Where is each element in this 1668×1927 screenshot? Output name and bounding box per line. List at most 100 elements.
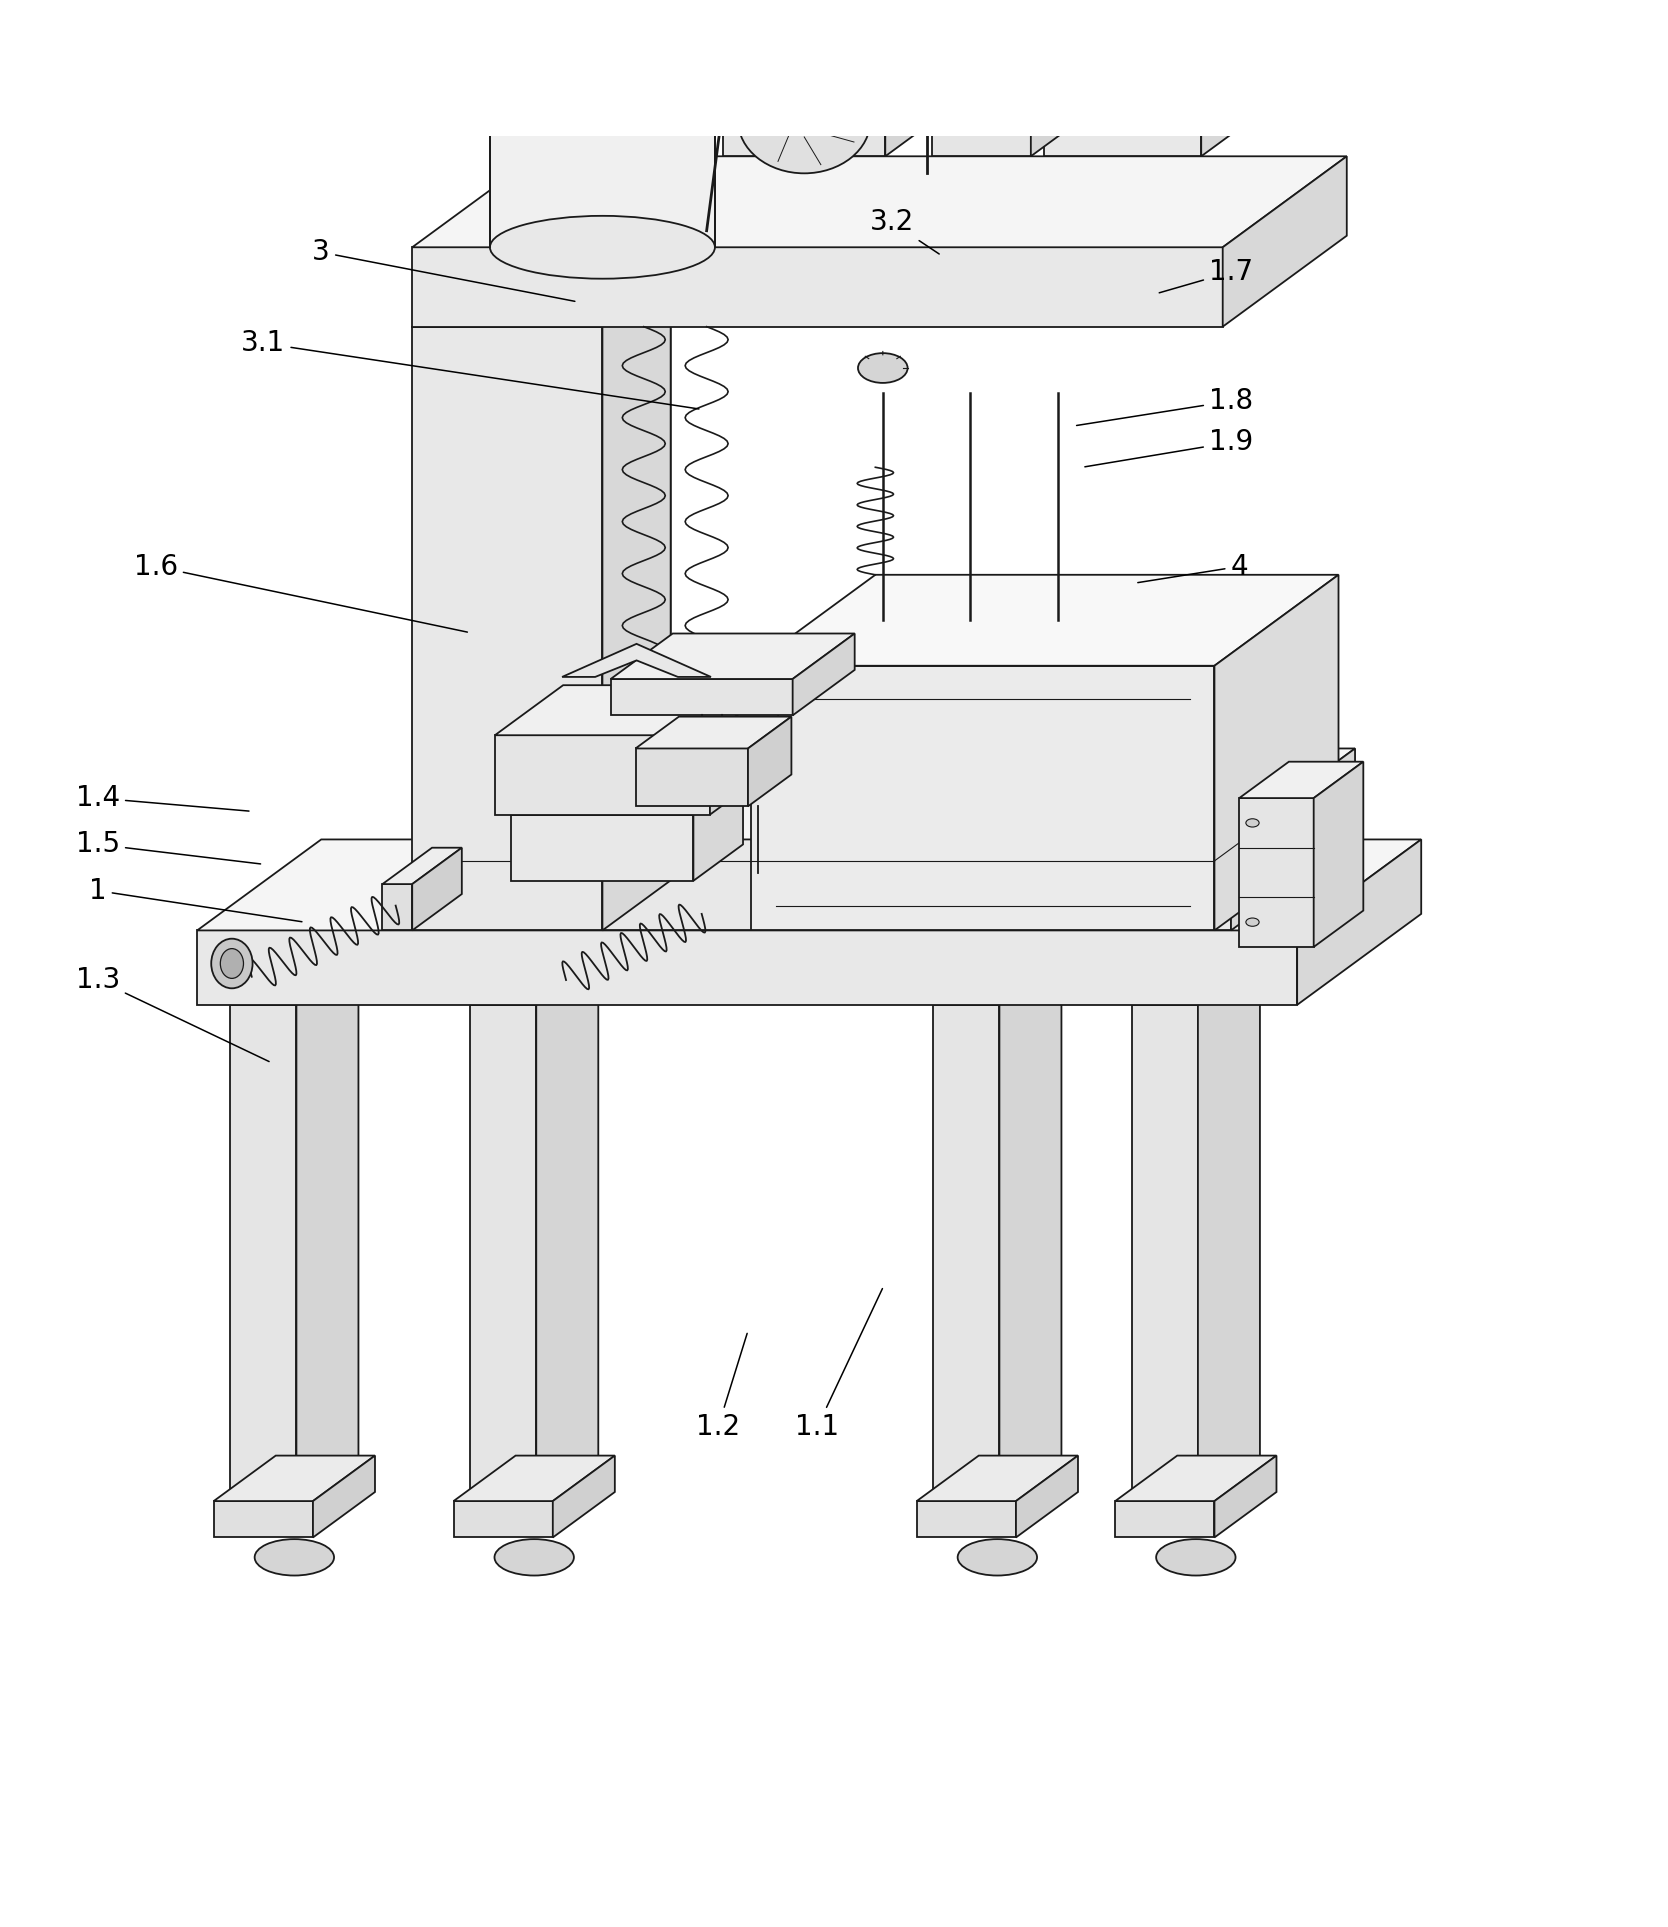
- Polygon shape: [1223, 156, 1346, 328]
- Polygon shape: [1239, 798, 1314, 946]
- Text: 3: 3: [312, 239, 575, 301]
- Polygon shape: [412, 247, 1223, 328]
- Polygon shape: [512, 779, 742, 815]
- Text: 1.8: 1.8: [1076, 387, 1253, 426]
- Ellipse shape: [490, 216, 716, 279]
- Polygon shape: [197, 931, 1298, 1004]
- Polygon shape: [1133, 960, 1259, 1004]
- Text: 3.2: 3.2: [869, 208, 939, 254]
- Polygon shape: [1214, 1455, 1276, 1538]
- Polygon shape: [1214, 574, 1338, 931]
- Ellipse shape: [857, 353, 907, 383]
- Polygon shape: [1239, 761, 1363, 798]
- Ellipse shape: [791, 110, 817, 131]
- Polygon shape: [751, 574, 1338, 665]
- Polygon shape: [932, 21, 1081, 58]
- Polygon shape: [1116, 1501, 1214, 1538]
- Polygon shape: [1314, 761, 1363, 946]
- Polygon shape: [214, 1501, 314, 1538]
- Polygon shape: [934, 960, 1061, 1004]
- Polygon shape: [230, 960, 359, 1004]
- Polygon shape: [724, 85, 886, 156]
- Text: 4: 4: [1138, 553, 1248, 582]
- Ellipse shape: [1246, 819, 1259, 827]
- Polygon shape: [562, 644, 711, 676]
- Polygon shape: [495, 686, 779, 736]
- Ellipse shape: [255, 1540, 334, 1576]
- Polygon shape: [314, 1455, 375, 1538]
- Polygon shape: [724, 39, 947, 85]
- Polygon shape: [454, 1455, 615, 1501]
- Ellipse shape: [1246, 917, 1259, 927]
- Polygon shape: [214, 1455, 375, 1501]
- Polygon shape: [1044, 0, 1201, 156]
- Polygon shape: [1133, 1004, 1198, 1501]
- Text: 1.5: 1.5: [75, 831, 260, 863]
- Ellipse shape: [494, 1540, 574, 1576]
- Polygon shape: [972, 0, 996, 21]
- Polygon shape: [939, 0, 962, 21]
- Polygon shape: [490, 0, 716, 247]
- Polygon shape: [437, 748, 1354, 840]
- Text: 3.1: 3.1: [242, 330, 699, 409]
- Polygon shape: [917, 1501, 1016, 1538]
- Ellipse shape: [220, 948, 244, 979]
- Polygon shape: [1031, 21, 1081, 156]
- Polygon shape: [636, 748, 747, 805]
- Polygon shape: [602, 277, 671, 931]
- Ellipse shape: [957, 1540, 1037, 1576]
- Polygon shape: [412, 277, 671, 328]
- Polygon shape: [792, 634, 854, 715]
- Text: 1.1: 1.1: [796, 1289, 882, 1441]
- Polygon shape: [230, 1004, 297, 1501]
- Polygon shape: [412, 328, 602, 931]
- Ellipse shape: [212, 938, 252, 989]
- Polygon shape: [470, 1004, 535, 1501]
- Polygon shape: [886, 39, 947, 156]
- Polygon shape: [636, 717, 791, 748]
- Polygon shape: [602, 277, 671, 931]
- Text: 1.7: 1.7: [1159, 258, 1253, 293]
- Polygon shape: [934, 1004, 999, 1501]
- Polygon shape: [437, 840, 1231, 931]
- Polygon shape: [297, 960, 359, 1501]
- Text: 1.3: 1.3: [75, 965, 269, 1062]
- Polygon shape: [454, 1501, 552, 1538]
- Polygon shape: [512, 815, 694, 881]
- Polygon shape: [197, 840, 1421, 931]
- Polygon shape: [1298, 840, 1421, 1004]
- Polygon shape: [412, 848, 462, 931]
- Polygon shape: [996, 0, 1027, 21]
- Polygon shape: [382, 848, 462, 884]
- Polygon shape: [1016, 1455, 1078, 1538]
- Polygon shape: [999, 960, 1061, 1501]
- Polygon shape: [1201, 0, 1269, 156]
- Polygon shape: [747, 717, 791, 805]
- Polygon shape: [711, 686, 779, 815]
- Text: 1.2: 1.2: [696, 1333, 747, 1441]
- Text: 1.9: 1.9: [1084, 428, 1253, 466]
- Polygon shape: [962, 0, 994, 21]
- Polygon shape: [382, 884, 412, 931]
- Polygon shape: [917, 1455, 1078, 1501]
- Polygon shape: [1029, 0, 1061, 21]
- Polygon shape: [610, 634, 854, 678]
- Polygon shape: [751, 665, 1214, 931]
- Polygon shape: [495, 736, 711, 815]
- Polygon shape: [412, 156, 1346, 247]
- Polygon shape: [1116, 1455, 1276, 1501]
- Text: 1.4: 1.4: [75, 784, 249, 811]
- Polygon shape: [535, 960, 599, 1501]
- Ellipse shape: [737, 67, 871, 173]
- Text: 1.6: 1.6: [133, 553, 467, 632]
- Polygon shape: [1231, 748, 1354, 931]
- Polygon shape: [694, 779, 742, 881]
- Ellipse shape: [1156, 1540, 1236, 1576]
- Text: 1: 1: [88, 877, 302, 921]
- Polygon shape: [932, 58, 1031, 156]
- Polygon shape: [470, 960, 599, 1004]
- Polygon shape: [610, 678, 792, 715]
- Polygon shape: [1006, 0, 1029, 21]
- Polygon shape: [552, 1455, 615, 1538]
- Polygon shape: [1198, 960, 1259, 1501]
